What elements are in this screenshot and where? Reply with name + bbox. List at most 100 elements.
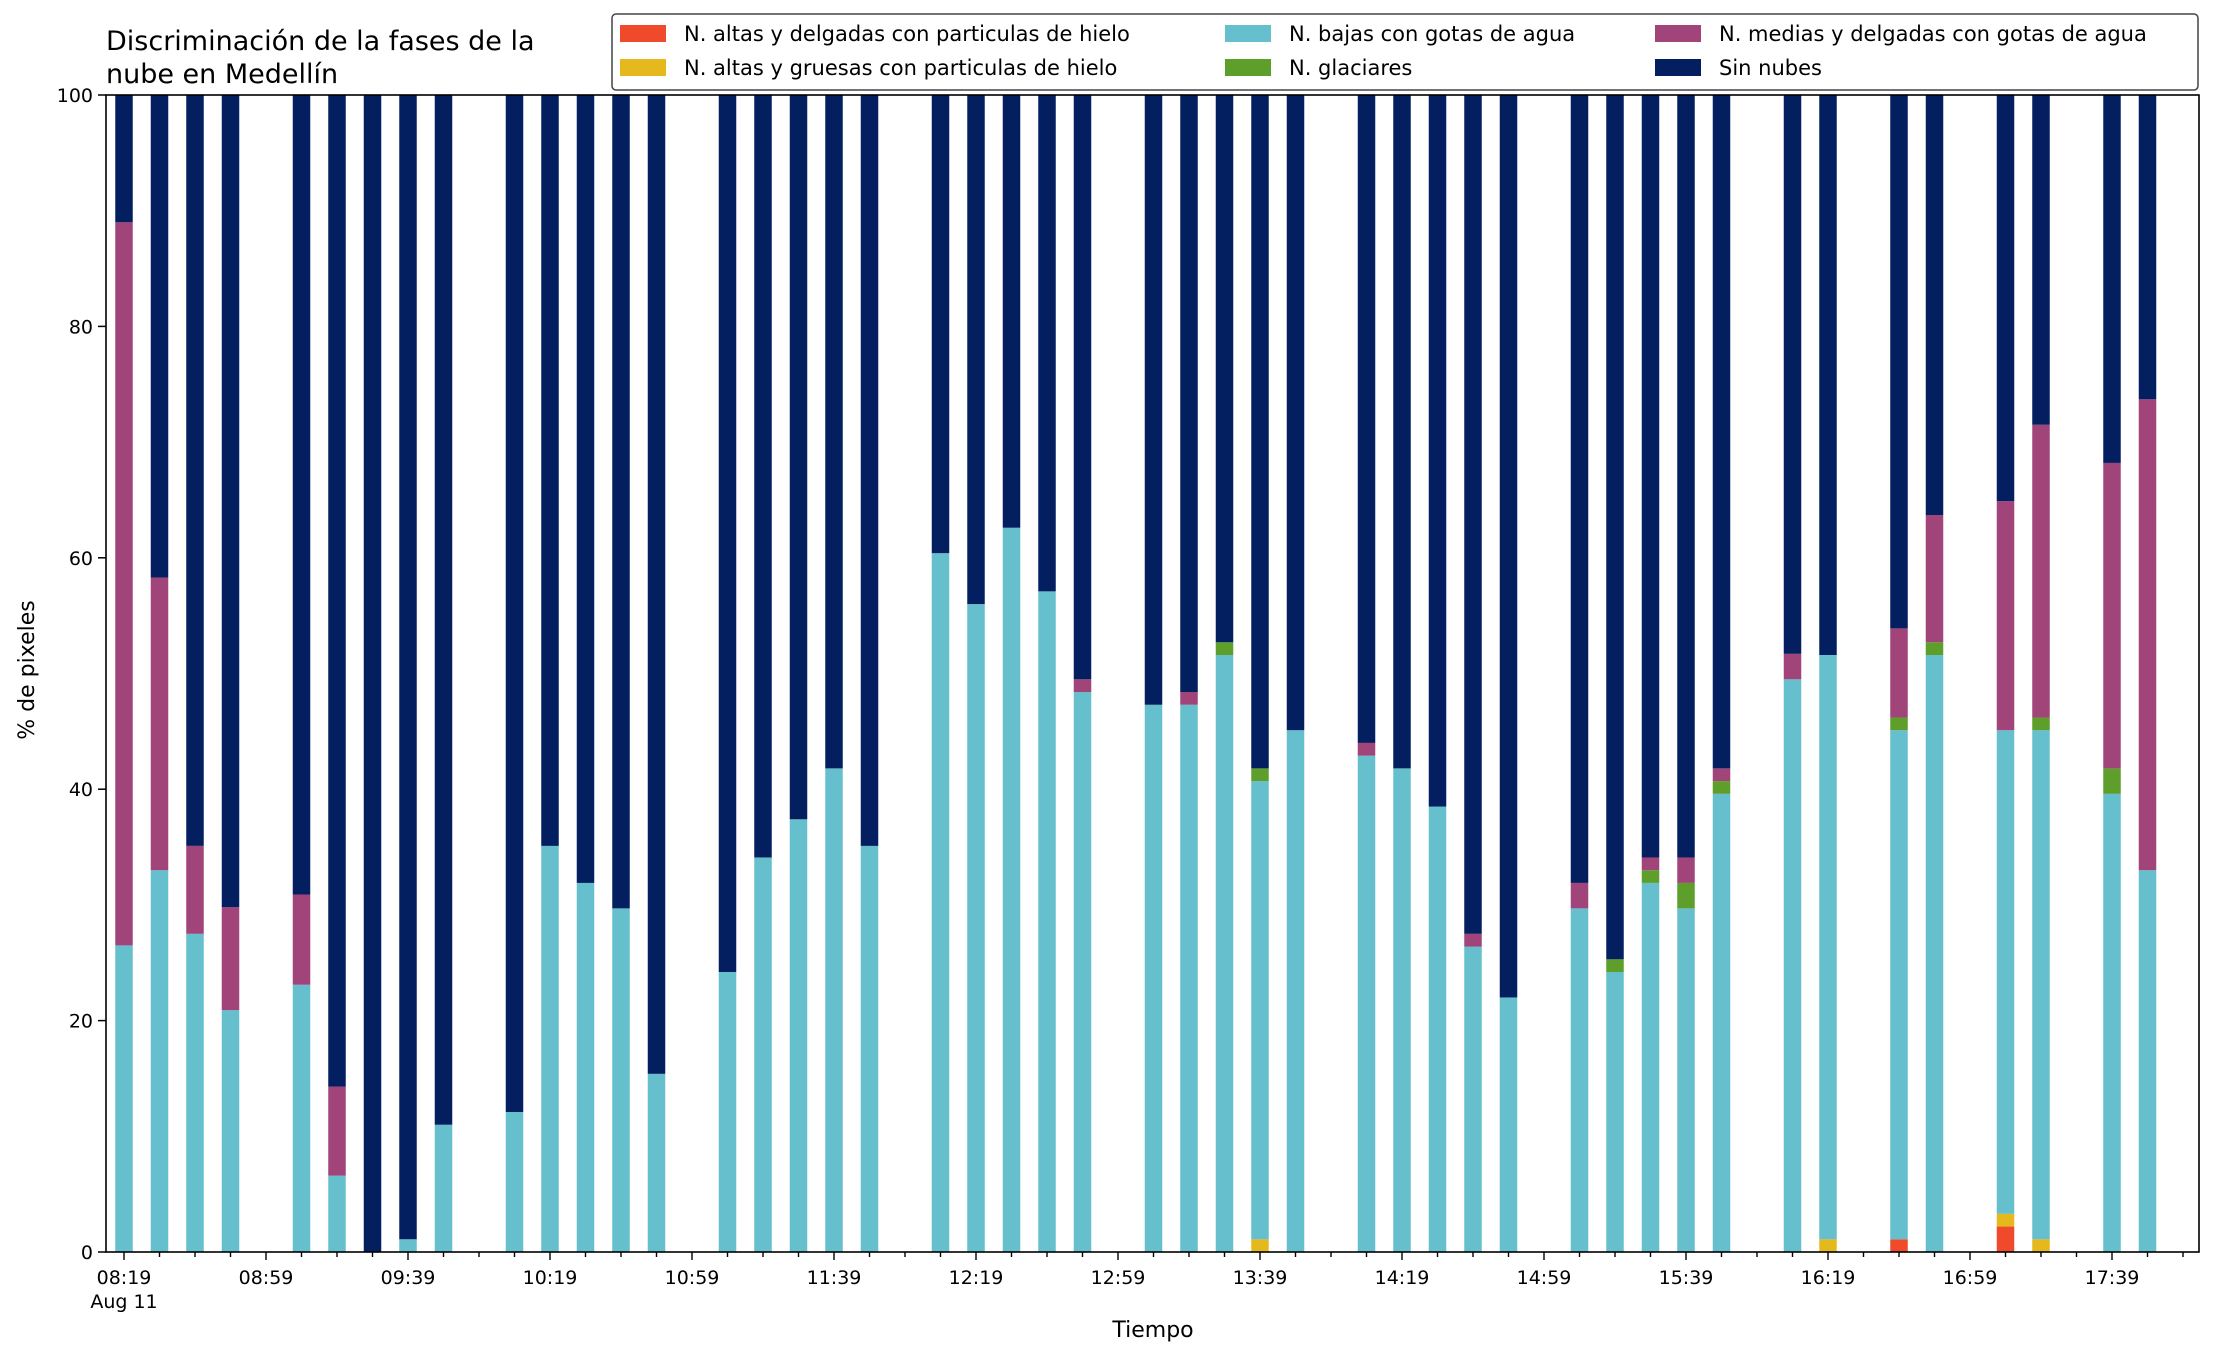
bar-segment-n-bajas-con-gotas-de-agua — [1251, 781, 1269, 1240]
bar-segment-n-medias-y-delgadas-con-gotas-de-agua — [1783, 653, 1802, 680]
bar-segment-n-bajas-con-gotas-de-agua — [2032, 730, 2050, 1240]
bar-segment-n-bajas-con-gotas-de-agua — [115, 945, 133, 1252]
bar-segment-sin-nubes — [150, 95, 169, 578]
legend-label: N. altas y delgadas con particulas de hi… — [684, 22, 1130, 46]
bar-segment-n-bajas-con-gotas-de-agua — [186, 933, 204, 1252]
bar-segment-sin-nubes — [1393, 95, 1411, 769]
bar-segment-n-altas-y-gruesas-con-particulas-de-hielo — [1996, 1213, 2015, 1227]
bar-segment-n-bajas-con-gotas-de-agua — [1215, 654, 1234, 1252]
bar-segment-n-medias-y-delgadas-con-gotas-de-agua — [1357, 742, 1376, 756]
bar-segment-n-glaciares — [1677, 882, 1695, 909]
x-tick-label: 14:19 — [1375, 1267, 1430, 1289]
bar-segment-n-bajas-con-gotas-de-agua — [1925, 654, 1944, 1252]
bar-segment-n-bajas-con-gotas-de-agua — [825, 768, 843, 1252]
x-tick-label: 12:59 — [1091, 1267, 1146, 1289]
bar-segment-sin-nubes — [1783, 95, 1802, 654]
bar-segment-sin-nubes — [1464, 95, 1482, 934]
bar-segment-n-bajas-con-gotas-de-agua — [2103, 793, 2121, 1252]
bar-segment-n-bajas-con-gotas-de-agua — [505, 1112, 524, 1252]
bar-segment-n-medias-y-delgadas-con-gotas-de-agua — [186, 845, 204, 934]
bar-segment-sin-nubes — [1144, 95, 1163, 705]
bar-segment-n-bajas-con-gotas-de-agua — [1144, 704, 1163, 1252]
legend-label: N. medias y delgadas con gotas de agua — [1719, 22, 2147, 46]
bar-segment-sin-nubes — [1002, 95, 1021, 528]
bar-segment-n-medias-y-delgadas-con-gotas-de-agua — [221, 907, 240, 1011]
bar-segment-n-bajas-con-gotas-de-agua — [292, 984, 311, 1252]
bar-segment-n-glaciares — [1712, 781, 1731, 794]
bar-segment-n-bajas-con-gotas-de-agua — [1641, 882, 1660, 1252]
bar-segment-sin-nubes — [612, 95, 630, 909]
x-tick-label: 12:19 — [949, 1267, 1004, 1289]
bar-segment-n-medias-y-delgadas-con-gotas-de-agua — [1890, 628, 1908, 718]
y-tick-label: 0 — [81, 1242, 93, 1264]
bars-layer — [115, 95, 2157, 1252]
legend-swatch — [1225, 59, 1271, 76]
legend-swatch — [620, 59, 666, 76]
bar-segment-n-bajas-con-gotas-de-agua — [1286, 730, 1305, 1252]
bar-segment-sin-nubes — [292, 95, 311, 895]
legend: N. altas y delgadas con particulas de hi… — [611, 13, 2199, 91]
bar-segment-sin-nubes — [754, 95, 772, 858]
bar-segment-n-medias-y-delgadas-con-gotas-de-agua — [1570, 882, 1589, 909]
x-tick-label: 11:39 — [807, 1267, 862, 1289]
bar-segment-n-medias-y-delgadas-con-gotas-de-agua — [2032, 424, 2050, 718]
y-tick-label: 60 — [69, 548, 93, 570]
bar-segment-sin-nubes — [2103, 95, 2121, 463]
bar-segment-n-bajas-con-gotas-de-agua — [789, 819, 808, 1252]
x-tick-label: 10:59 — [665, 1267, 720, 1289]
bar-segment-sin-nubes — [221, 95, 240, 908]
x-tick-label: 10:19 — [523, 1267, 578, 1289]
bar-segment-n-bajas-con-gotas-de-agua — [1819, 654, 1837, 1240]
bar-segment-sin-nubes — [1996, 95, 2015, 502]
bar-segment-n-altas-y-delgadas-con-particulas-de-hielo — [1996, 1226, 2015, 1252]
bar-segment-n-bajas-con-gotas-de-agua — [1996, 730, 2015, 1214]
bar-segment-n-bajas-con-gotas-de-agua — [576, 882, 595, 1252]
bar-segment-n-bajas-con-gotas-de-agua — [1570, 908, 1589, 1252]
y-tick-label: 20 — [69, 1011, 93, 1033]
bar-segment-sin-nubes — [1819, 95, 1837, 655]
x-tick-label: 09:39 — [381, 1267, 436, 1289]
bar-segment-n-bajas-con-gotas-de-agua — [2138, 870, 2157, 1252]
bar-segment-n-bajas-con-gotas-de-agua — [647, 1073, 666, 1252]
legend-swatch — [1225, 25, 1271, 42]
bar-segment-n-bajas-con-gotas-de-agua — [860, 845, 879, 1252]
bar-segment-n-glaciares — [1251, 768, 1269, 782]
bar-segment-n-bajas-con-gotas-de-agua — [967, 604, 985, 1252]
bar-segment-n-bajas-con-gotas-de-agua — [1677, 908, 1695, 1252]
bar-segment-sin-nubes — [1677, 95, 1695, 858]
bar-segment-sin-nubes — [1606, 95, 1624, 960]
chart-title-line: nube en Medellín — [106, 59, 338, 90]
bar-segment-sin-nubes — [789, 95, 808, 820]
bar-segment-n-altas-y-gruesas-con-particulas-de-hielo — [1819, 1239, 1837, 1252]
legend-label: Sin nubes — [1719, 56, 1822, 80]
bar-segment-sin-nubes — [1215, 95, 1234, 643]
bar-segment-sin-nubes — [967, 95, 985, 605]
bar-segment-sin-nubes — [363, 95, 382, 1252]
bar-segment-n-medias-y-delgadas-con-gotas-de-agua — [1641, 857, 1660, 871]
bar-segment-sin-nubes — [931, 95, 950, 554]
bar-segment-sin-nubes — [1251, 95, 1269, 769]
bar-segment-sin-nubes — [115, 95, 133, 223]
bar-segment-n-altas-y-delgadas-con-particulas-de-hielo — [1890, 1239, 1908, 1252]
bar-segment-n-bajas-con-gotas-de-agua — [541, 845, 559, 1252]
legend-swatch — [620, 25, 666, 42]
x-tick-label: 08:19 — [97, 1267, 152, 1289]
bar-segment-n-bajas-con-gotas-de-agua — [754, 857, 772, 1252]
bar-segment-n-bajas-con-gotas-de-agua — [1606, 972, 1624, 1252]
bar-segment-n-bajas-con-gotas-de-agua — [1428, 806, 1447, 1252]
bar-segment-n-medias-y-delgadas-con-gotas-de-agua — [2138, 399, 2157, 871]
x-tick-label: 17:39 — [2085, 1267, 2140, 1289]
bar-segment-n-bajas-con-gotas-de-agua — [1038, 591, 1056, 1252]
bar-segment-n-medias-y-delgadas-con-gotas-de-agua — [328, 1086, 346, 1176]
bar-segment-n-glaciares — [1215, 642, 1234, 655]
bar-segment-n-glaciares — [1925, 642, 1944, 655]
bar-segment-sin-nubes — [860, 95, 879, 846]
bar-segment-n-altas-y-gruesas-con-particulas-de-hielo — [2032, 1239, 2050, 1252]
plot-frame — [105, 94, 2200, 1253]
bar-segment-sin-nubes — [541, 95, 559, 846]
bar-segment-n-medias-y-delgadas-con-gotas-de-agua — [1180, 692, 1198, 705]
chart-title-line: Discriminación de la fases de la — [106, 26, 535, 57]
y-tick-label: 100 — [57, 85, 93, 107]
bar-segment-n-medias-y-delgadas-con-gotas-de-agua — [292, 894, 311, 985]
